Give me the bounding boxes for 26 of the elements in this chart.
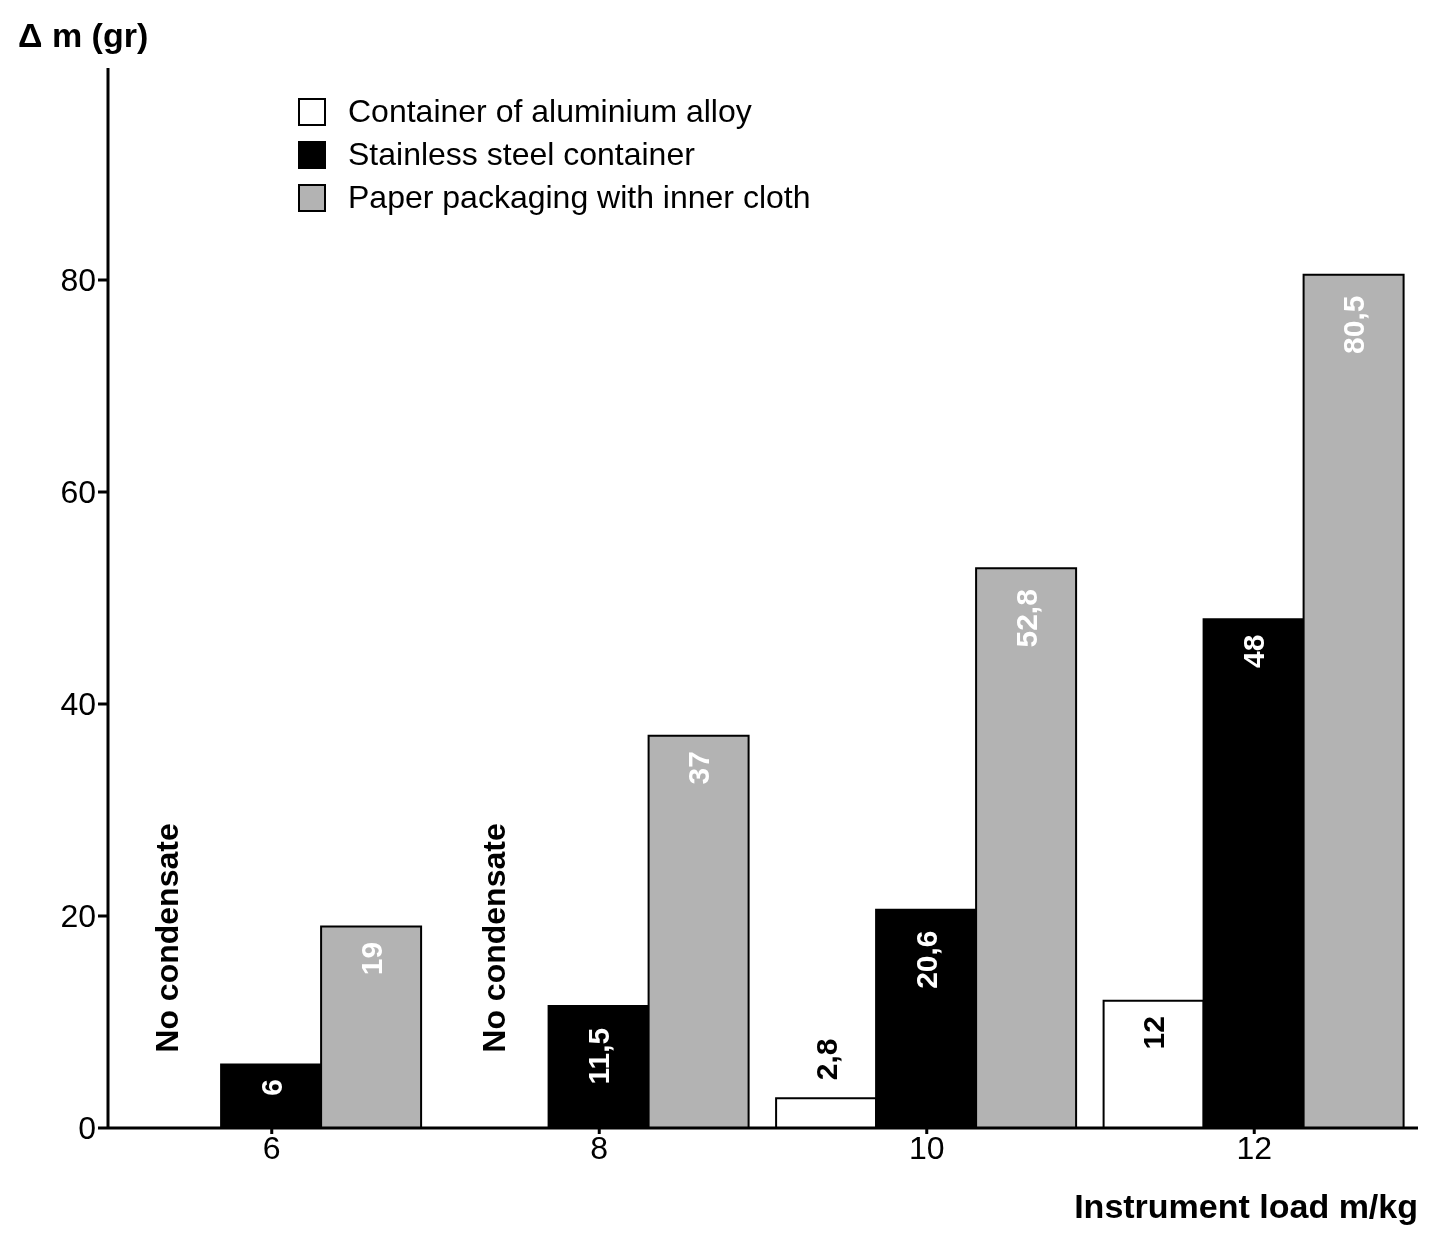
annotation: No condensate bbox=[476, 823, 513, 1053]
y-tick-label: 40 bbox=[60, 686, 96, 723]
y-tick-label: 80 bbox=[60, 262, 96, 299]
x-tick-label: 12 bbox=[1236, 1129, 1273, 1166]
data-label: 52,8 bbox=[1009, 589, 1043, 648]
data-label: 48 bbox=[1237, 634, 1271, 668]
y-tick-label: 60 bbox=[60, 474, 96, 511]
y-axis-title: Δ m (gr) bbox=[18, 16, 149, 55]
data-label: 20,6 bbox=[909, 930, 943, 989]
x-tick-label: 6 bbox=[262, 1129, 281, 1166]
data-label: 80,5 bbox=[1337, 295, 1371, 354]
x-axis-title: Instrument load m/kg bbox=[1074, 1187, 1418, 1225]
data-label: 6 bbox=[254, 1079, 288, 1096]
x-tick-label: 10 bbox=[908, 1129, 945, 1166]
data-label: 2,8 bbox=[809, 1038, 843, 1081]
legend-label: Stainless steel container bbox=[348, 136, 695, 173]
y-tick-label: 0 bbox=[78, 1110, 96, 1147]
x-tick-label: 8 bbox=[590, 1129, 609, 1166]
data-label: 11,5 bbox=[582, 1027, 616, 1085]
annotation: No condensate bbox=[148, 823, 185, 1053]
data-label: 19 bbox=[354, 941, 388, 976]
legend-label: Paper packaging with inner cloth bbox=[348, 179, 811, 216]
data-label: 12 bbox=[1137, 1016, 1171, 1050]
y-tick-label: 20 bbox=[60, 898, 96, 935]
data-label: 37 bbox=[682, 751, 716, 785]
legend-label: Container of aluminium alloy bbox=[348, 93, 752, 130]
